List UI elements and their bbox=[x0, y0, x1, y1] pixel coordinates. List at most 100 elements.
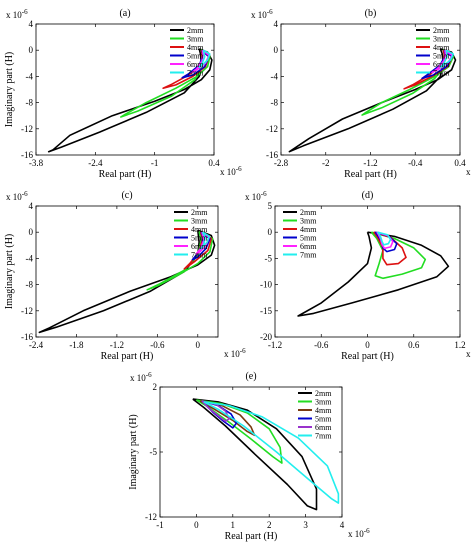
y-tick-label: 4 bbox=[29, 19, 34, 29]
y-tick-label: -15 bbox=[260, 306, 272, 316]
series-group bbox=[47, 48, 213, 153]
y-tick-label: 0 bbox=[29, 227, 34, 237]
y-multiplier-exponent: -6 bbox=[22, 8, 28, 16]
y-multiplier-exponent: -6 bbox=[22, 190, 28, 198]
y-tick-label: -8 bbox=[271, 98, 279, 108]
plot-frame bbox=[35, 205, 219, 338]
y-tick-label: -8 bbox=[26, 280, 34, 290]
series-line-2mm bbox=[47, 48, 213, 153]
y-tick-label: 2 bbox=[153, 382, 158, 392]
series-line-7mm bbox=[376, 231, 392, 246]
y-tick-label: -12 bbox=[266, 124, 278, 134]
x-tick-label: -1.2 bbox=[110, 340, 124, 350]
legend-entry: 6mm bbox=[315, 423, 332, 432]
x-tick-label: 2 bbox=[267, 520, 272, 530]
x-tick-label: 0.4 bbox=[208, 158, 220, 168]
x-multiplier: x 10-6 bbox=[466, 165, 473, 177]
x-tick-label: 0 bbox=[365, 340, 370, 350]
x-multiplier-exponent: -6 bbox=[364, 527, 370, 535]
y-multiplier: x 10-6 bbox=[251, 8, 273, 20]
panel-label: (a) bbox=[119, 8, 130, 19]
x-tick-label: -1.8 bbox=[69, 340, 84, 350]
legend-entry: 2mm bbox=[191, 208, 208, 217]
x-tick-label: -0.6 bbox=[150, 340, 165, 350]
y-tick-label: -12 bbox=[21, 124, 33, 134]
x-multiplier: x 10-6 bbox=[220, 165, 242, 177]
legend-entry: 2mm bbox=[187, 26, 204, 35]
x-multiplier-base: x 10 bbox=[224, 349, 240, 359]
x-multiplier-exponent: -6 bbox=[240, 347, 246, 355]
y-multiplier: x 10-6 bbox=[6, 8, 28, 20]
legend-entry: 3mm bbox=[191, 217, 208, 226]
legend-entry: 5mm bbox=[315, 415, 332, 424]
y-multiplier-exponent: -6 bbox=[267, 8, 273, 16]
chart-panel-5: -1 0 1 2 3 4-12-52x 10-6x 10-6(e)Real part (H… bbox=[128, 371, 370, 542]
series-line-2mm bbox=[297, 231, 450, 317]
y-tick-label: -16 bbox=[21, 150, 33, 160]
x-tick-label: -2.4 bbox=[88, 158, 103, 168]
y-multiplier-base: x 10 bbox=[6, 192, 22, 202]
legend-entry: 4mm bbox=[433, 43, 450, 52]
x-tick-label: -2.4 bbox=[29, 340, 44, 350]
y-tick-label: 0 bbox=[268, 227, 273, 237]
y-tick-label: -5 bbox=[265, 253, 273, 263]
panel-label: (c) bbox=[121, 190, 132, 201]
series-group bbox=[192, 398, 340, 511]
legend-entry: 5mm bbox=[187, 52, 204, 61]
x-multiplier: x 10-6 bbox=[466, 347, 473, 359]
x-tick-label: -1.2 bbox=[268, 340, 282, 350]
y-tick-label: -12 bbox=[21, 306, 33, 316]
series-group bbox=[38, 229, 216, 334]
x-tick-label: -1 bbox=[151, 158, 159, 168]
x-tick-label: -0.6 bbox=[314, 340, 329, 350]
y-axis-label: Imaginary part (H) bbox=[4, 52, 15, 128]
x-axis-label: Real part (H) bbox=[344, 169, 397, 180]
y-multiplier-base: x 10 bbox=[130, 373, 146, 383]
y-multiplier-base: x 10 bbox=[245, 192, 261, 202]
x-axis-label: Real part (H) bbox=[101, 351, 154, 362]
y-tick-label: 4 bbox=[274, 19, 279, 29]
legend-entry: 6mm bbox=[191, 242, 208, 251]
x-tick-label: -3.8 bbox=[29, 158, 44, 168]
x-tick-label: -1.2 bbox=[363, 158, 377, 168]
series-line-7mm bbox=[203, 401, 340, 504]
series-line-7mm bbox=[439, 49, 455, 68]
series-line-5mm bbox=[191, 231, 211, 261]
legend-entry: 4mm bbox=[191, 225, 208, 234]
y-axis-label: Imaginary part (H) bbox=[128, 414, 139, 490]
legend-entry: 2mm bbox=[300, 208, 317, 217]
legend-entry: 4mm bbox=[315, 406, 332, 415]
x-tick-label: -0.4 bbox=[408, 158, 423, 168]
x-tick-label: 0.6 bbox=[408, 340, 420, 350]
x-axis-label: Real part (H) bbox=[99, 169, 152, 180]
legend-entry: 7mm bbox=[187, 69, 204, 78]
y-multiplier: x 10-6 bbox=[6, 190, 28, 202]
legend-entry: 4mm bbox=[300, 225, 317, 234]
series-group bbox=[288, 48, 457, 153]
legend-entry: 5mm bbox=[191, 234, 208, 243]
legend-entry: 7mm bbox=[300, 251, 317, 260]
y-axis-label: Imaginary part (H) bbox=[4, 234, 15, 310]
y-tick-label: 0 bbox=[29, 45, 34, 55]
x-tick-label: -2.8 bbox=[274, 158, 289, 168]
legend-entry: 6mm bbox=[187, 60, 204, 69]
x-multiplier-exponent: -6 bbox=[236, 165, 242, 173]
y-tick-label: -10 bbox=[260, 280, 272, 290]
legend-entry: 3mm bbox=[300, 217, 317, 226]
legend-entry: 2mm bbox=[315, 389, 332, 398]
y-tick-label: -20 bbox=[260, 332, 272, 342]
y-multiplier-exponent: -6 bbox=[146, 371, 152, 379]
legend-entry: 5mm bbox=[433, 52, 450, 61]
x-tick-label: -1 bbox=[156, 520, 164, 530]
x-tick-label: -2 bbox=[322, 158, 330, 168]
panel-label: (e) bbox=[245, 371, 256, 382]
x-multiplier: x 10-6 bbox=[348, 527, 370, 539]
legend-entry: 3mm bbox=[315, 398, 332, 407]
legend-entry: 6mm bbox=[433, 60, 450, 69]
y-multiplier: x 10-6 bbox=[130, 371, 152, 383]
series-line-3mm bbox=[370, 231, 427, 280]
y-tick-label: -4 bbox=[26, 71, 34, 81]
